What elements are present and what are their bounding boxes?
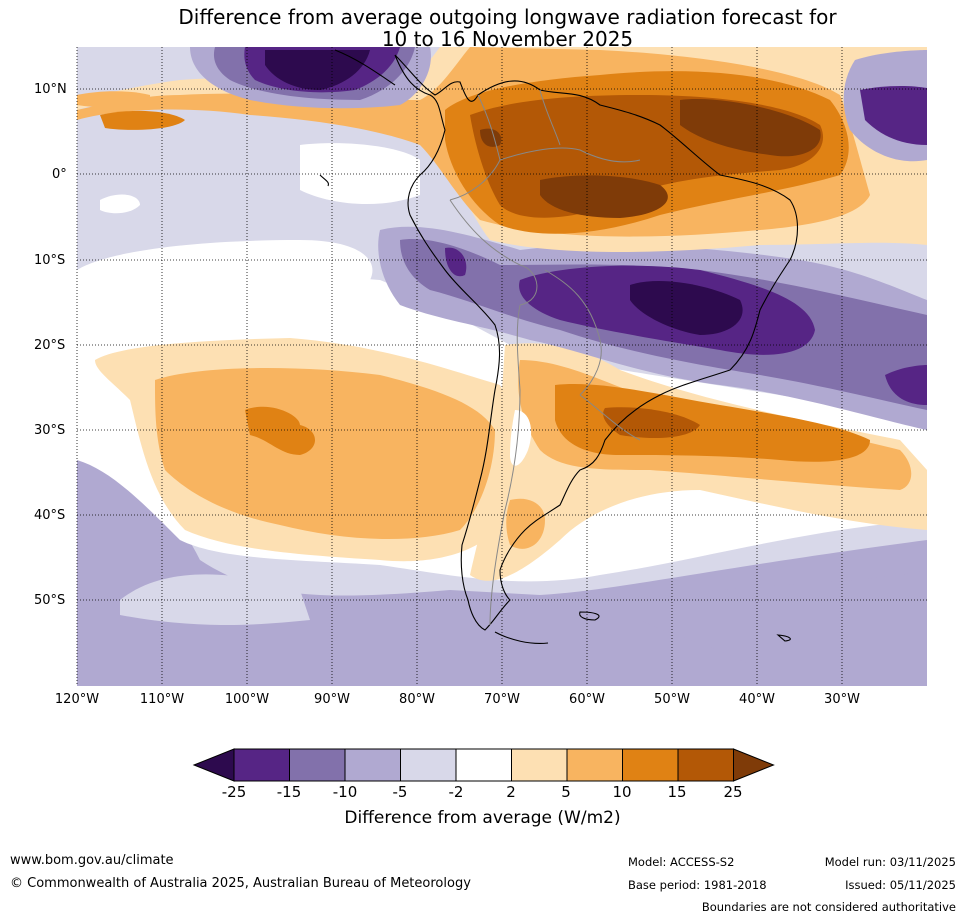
footer-disclaimer: Boundaries are not considered authoritat… bbox=[701, 900, 956, 914]
contour-fill-neutral-patch3 bbox=[300, 143, 420, 205]
map-title-line1: Difference from average outgoing longwav… bbox=[178, 5, 837, 29]
south-georgia-coast bbox=[776, 634, 791, 642]
colorbar bbox=[192, 748, 775, 782]
footer-issued: Issued: 05/11/2025 bbox=[845, 878, 956, 892]
lon-label-100w: 100°W bbox=[224, 692, 270, 707]
contour-fill-10-15-pacific bbox=[245, 406, 315, 455]
galapagos-coast bbox=[319, 174, 329, 187]
colorbar-segment bbox=[344, 748, 401, 782]
colorbar-label-neg15: -15 bbox=[276, 783, 302, 801]
footer-website: www.bom.gov.au/climate bbox=[10, 853, 174, 868]
contour-fill-neg15-peru bbox=[445, 247, 467, 277]
colorbar-segment bbox=[455, 748, 512, 782]
contour-fill-neutral-patch1 bbox=[100, 194, 140, 214]
graticule bbox=[76, 47, 927, 686]
lon-label-80w: 80°W bbox=[399, 692, 435, 707]
country-boundaries bbox=[449, 89, 641, 626]
colorbar-label-neg5: -5 bbox=[392, 783, 408, 801]
contour-fill-neg10-southeast bbox=[640, 570, 927, 686]
colorbar-extend-low bbox=[192, 748, 235, 782]
colorbar-label-10: 10 bbox=[612, 783, 632, 801]
contour-fill-5-10-patagonia bbox=[506, 498, 545, 549]
contour-fill-above-25-colombia bbox=[480, 128, 502, 147]
contour-fill-5-10-pacific bbox=[155, 368, 495, 540]
lat-label-20s: 20°S bbox=[34, 338, 66, 353]
contour-fill-neutral-andes bbox=[510, 410, 532, 466]
colorbar-segment bbox=[677, 748, 734, 782]
lon-label-70w: 70°W bbox=[484, 692, 520, 707]
lon-label-120w: 120°W bbox=[54, 692, 100, 707]
lon-label-50w: 50°W bbox=[654, 692, 690, 707]
footer-base-period: Base period: 1981-2018 bbox=[628, 878, 767, 892]
lat-label-10n: 10°N bbox=[34, 82, 67, 97]
lat-label-30s: 30°S bbox=[34, 423, 66, 438]
contour-fill-above-25-amazon-central bbox=[540, 175, 668, 218]
footer-model: Model: ACCESS-S2 bbox=[628, 855, 735, 869]
colorbar-label-neg2: -2 bbox=[448, 783, 464, 801]
lat-label-40s: 40°S bbox=[34, 508, 66, 523]
footer-copyright: © Commonwealth of Australia 2025, Austra… bbox=[10, 876, 471, 891]
tierra-del-fuego-coast bbox=[494, 631, 549, 644]
contour-fill-neg2-northwest bbox=[77, 52, 180, 78]
lon-label-40w: 40°W bbox=[739, 692, 775, 707]
lat-label-0: 0° bbox=[52, 167, 67, 182]
footer-model-run: Model run: 03/11/2025 bbox=[824, 855, 956, 869]
colorbar-label-2: 2 bbox=[506, 783, 516, 801]
lon-label-110w: 110°W bbox=[139, 692, 185, 707]
lat-label-10s: 10°S bbox=[34, 253, 66, 268]
coastlines bbox=[319, 49, 798, 644]
south-america-coast bbox=[394, 54, 798, 631]
contour-fill-15-25-atlantic bbox=[603, 407, 700, 438]
colorbar-label-15: 15 bbox=[667, 783, 687, 801]
contour-fill-10-15-atlantic bbox=[555, 384, 870, 462]
colorbar-segment bbox=[289, 748, 346, 782]
colorbar-segment bbox=[622, 748, 679, 782]
contour-fill-neg15-east bbox=[885, 365, 927, 405]
contour-fill-below-neg25-brazil bbox=[630, 280, 743, 335]
colorbar-label-neg25: -25 bbox=[221, 783, 247, 801]
colorbar-label-neg10: -10 bbox=[332, 783, 358, 801]
colorbar-label-25: 25 bbox=[723, 783, 743, 801]
contour-fill-above-25-amazon-east bbox=[680, 99, 821, 157]
lon-label-90w: 90°W bbox=[314, 692, 350, 707]
contour-fill-neg15-northeast bbox=[860, 85, 927, 145]
contour-fill-neutral-patch2 bbox=[77, 240, 373, 295]
lat-label-50s: 50°S bbox=[34, 593, 66, 608]
contour-fill-5-10-pacific-north bbox=[77, 91, 150, 108]
colorbar-title: Difference from average (W/m2) bbox=[344, 808, 621, 828]
colorbar-segment bbox=[233, 748, 290, 782]
lon-label-30w: 30°W bbox=[824, 692, 860, 707]
contour-fill-10-15-pacific-north bbox=[100, 110, 185, 130]
contour-fill-below-neg25-north bbox=[265, 50, 370, 90]
colorbar-segment bbox=[566, 748, 623, 782]
map-title-line2: 10 to 16 November 2025 bbox=[381, 27, 634, 51]
colorbar-segment bbox=[511, 748, 568, 782]
colorbar-segment bbox=[400, 748, 457, 782]
lon-label-60w: 60°W bbox=[569, 692, 605, 707]
colorbar-label-5: 5 bbox=[561, 783, 571, 801]
central-america-coast bbox=[334, 49, 396, 86]
falklands-coast bbox=[579, 611, 600, 621]
colorbar-extend-high bbox=[733, 748, 775, 782]
